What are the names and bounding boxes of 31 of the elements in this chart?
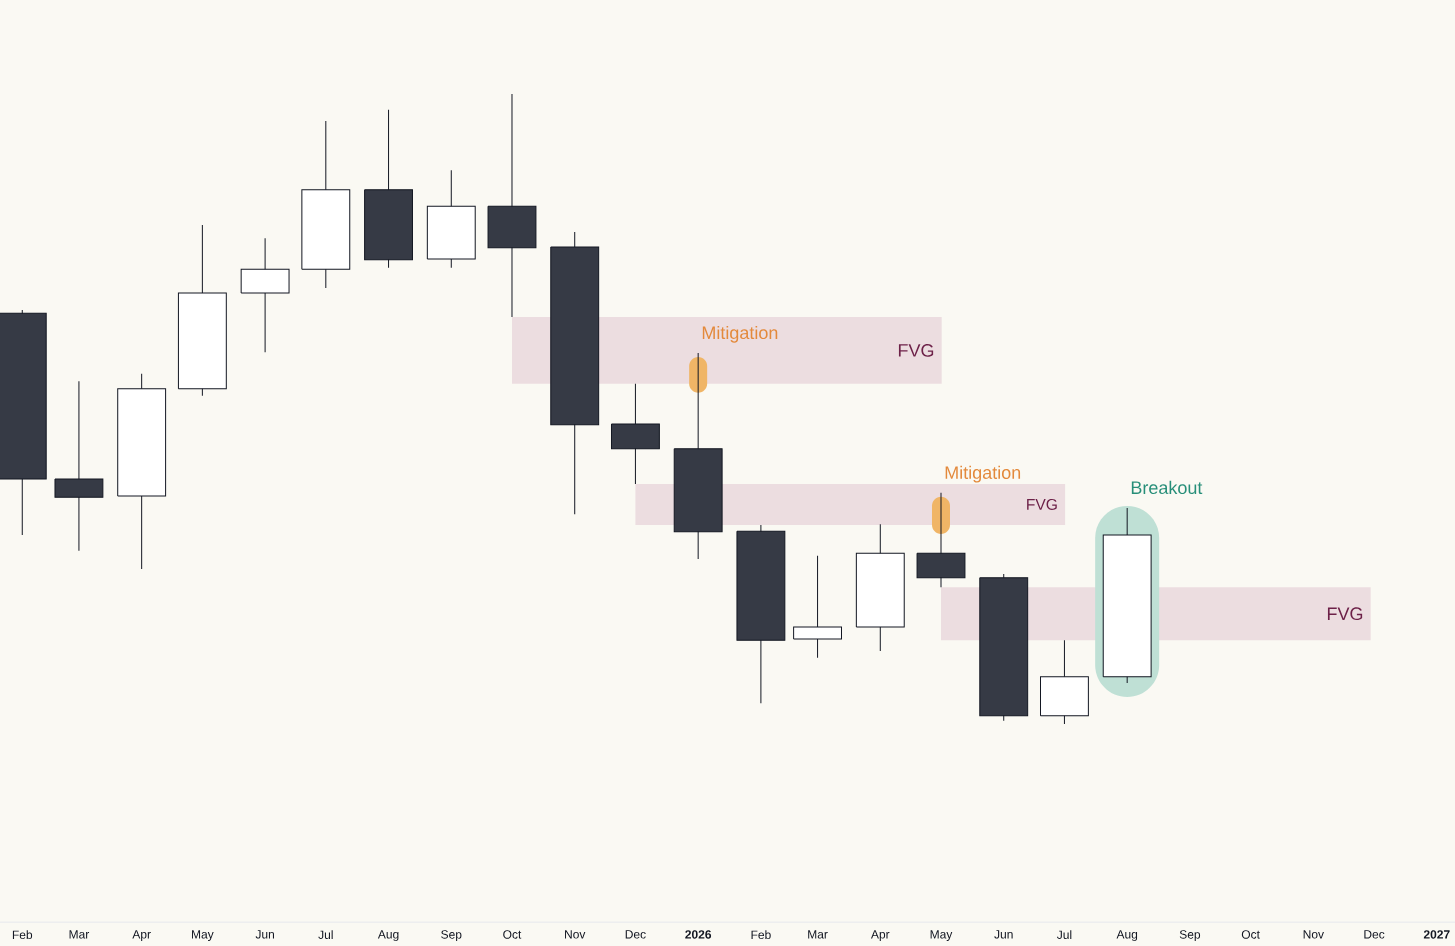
x-tick-label: Sep	[441, 930, 462, 942]
annotation: Breakout	[1131, 480, 1203, 495]
x-tick-label: Feb	[12, 930, 33, 939]
x-tick-label: Dec	[1364, 930, 1385, 939]
band-label: FVG	[1027, 498, 1057, 510]
x-tick-label: Dec	[625, 930, 646, 939]
x-tick-label: Apr	[132, 930, 151, 941]
annotation: Mitigation	[702, 325, 778, 343]
x-tick-label: Sep	[1179, 930, 1201, 942]
x-tick-label: Jun	[994, 930, 1013, 939]
x-tick-label: Oct	[1241, 930, 1260, 939]
annotation: Mitigation	[945, 465, 1021, 483]
x-tick-label: Oct	[503, 930, 522, 939]
x-tick-label: Nov	[565, 930, 586, 939]
band-label: FVG	[898, 344, 934, 357]
x-tick-label: Mar	[808, 930, 828, 939]
x-tick-label: May	[192, 930, 214, 941]
x-tick-label: Mar	[69, 930, 90, 939]
x-tick-label: Feb	[751, 930, 771, 939]
x-tick-label: Jul	[318, 930, 333, 939]
x-tick-label: May	[930, 930, 953, 941]
x-tick-label: Jul	[1056, 930, 1072, 939]
x-tick-label: Aug	[377, 930, 399, 941]
x-tick-label: 2027	[1423, 930, 1450, 939]
x-tick-label: Jun	[255, 930, 274, 939]
candlestick	[54, 380, 104, 552]
band-label: FVG	[1327, 607, 1363, 621]
x-tick-label: Nov	[1303, 930, 1324, 939]
x-tick-label: 2026	[685, 930, 712, 939]
x-tick-label: Apr	[870, 930, 890, 941]
x-tick-label: Aug	[1116, 930, 1138, 941]
